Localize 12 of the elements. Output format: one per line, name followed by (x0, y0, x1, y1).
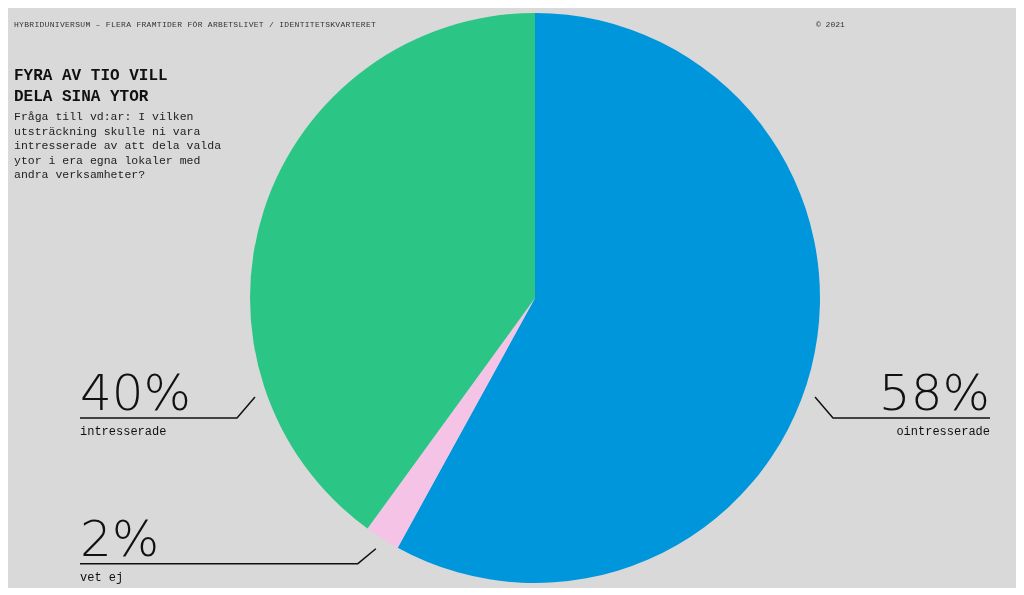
slice-label: intresserade (80, 425, 167, 439)
data-label: 2% (80, 509, 160, 568)
text: © 2021 (816, 20, 845, 29)
slice-label: vet ej (80, 570, 124, 585)
text: Fråga till vd:ar: I vilken utsträckning skulle ni vara intresserade av att dela valda ytor i era egna lokaler med andra verksamheter? (14, 110, 223, 183)
text: FYRA AV TIO VILL DELA SINA YTOR (14, 66, 169, 108)
data-label: 40% (80, 364, 192, 422)
slice-label: ointresserade (896, 425, 990, 439)
text: HYBRIDUNIVERSUM – FLERA FRAMTIDER FÖR ARBETSLIVET / IDENTITETSKVARTERET (14, 20, 377, 29)
data-label: 58% (878, 364, 990, 422)
pie-slice (397, 13, 820, 583)
pie-slice (367, 298, 535, 548)
